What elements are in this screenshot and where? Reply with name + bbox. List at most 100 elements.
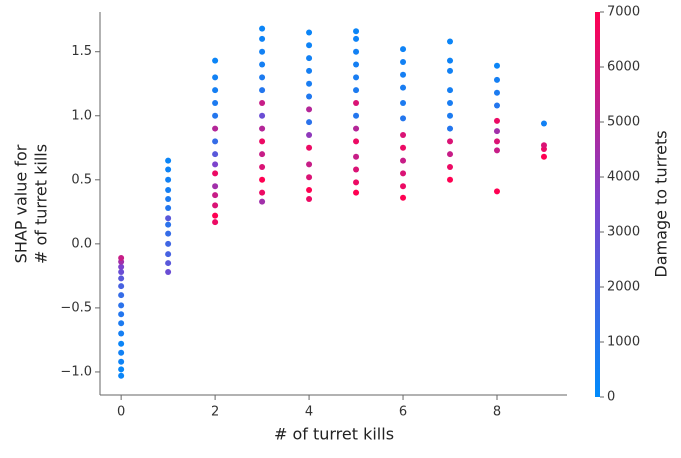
colorbar-tick-label: 5000 bbox=[607, 115, 640, 130]
point bbox=[212, 138, 219, 145]
point bbox=[447, 138, 454, 145]
x-tick-label: 4 bbox=[305, 405, 313, 420]
point bbox=[306, 29, 313, 36]
point bbox=[400, 131, 407, 138]
x-tick-label: 6 bbox=[399, 405, 407, 420]
x-tick-label: 8 bbox=[493, 405, 501, 420]
y-axis-label: # of turret kills bbox=[32, 144, 51, 264]
colorbar-tick-label: 3000 bbox=[607, 225, 640, 240]
point bbox=[259, 112, 266, 119]
point bbox=[447, 38, 454, 45]
point bbox=[212, 151, 219, 158]
point bbox=[400, 183, 407, 190]
point bbox=[353, 166, 360, 173]
point bbox=[447, 57, 454, 64]
point bbox=[353, 35, 360, 42]
point bbox=[493, 138, 500, 145]
y-tick-label: −1.0 bbox=[60, 364, 92, 379]
point bbox=[400, 46, 407, 53]
point bbox=[259, 99, 266, 106]
point bbox=[118, 263, 125, 270]
point bbox=[353, 28, 360, 35]
point bbox=[306, 187, 313, 194]
point bbox=[353, 138, 360, 145]
point bbox=[306, 174, 313, 181]
point bbox=[353, 74, 360, 81]
colorbar-tick-label: 2000 bbox=[607, 280, 640, 295]
point bbox=[118, 340, 125, 347]
point bbox=[493, 128, 500, 135]
point bbox=[540, 142, 547, 149]
point bbox=[353, 112, 360, 119]
point bbox=[212, 125, 219, 132]
point bbox=[118, 311, 125, 318]
point bbox=[212, 99, 219, 106]
point bbox=[493, 89, 500, 96]
point bbox=[259, 125, 266, 132]
point bbox=[259, 48, 266, 55]
point bbox=[212, 212, 219, 219]
point bbox=[259, 198, 266, 205]
point bbox=[493, 76, 500, 83]
y-axis-label: SHAP value for bbox=[12, 144, 31, 263]
point bbox=[212, 74, 219, 81]
colorbar-tick-label: 7000 bbox=[607, 5, 640, 20]
point bbox=[306, 80, 313, 87]
point bbox=[540, 120, 547, 127]
point bbox=[447, 151, 454, 158]
point bbox=[447, 87, 454, 94]
y-tick-label: 0.5 bbox=[71, 172, 92, 187]
point bbox=[306, 161, 313, 168]
point bbox=[400, 84, 407, 91]
point bbox=[353, 48, 360, 55]
point bbox=[400, 170, 407, 177]
point bbox=[165, 221, 172, 228]
point bbox=[165, 176, 172, 183]
point bbox=[259, 61, 266, 68]
x-tick-label: 2 bbox=[211, 405, 219, 420]
point bbox=[306, 106, 313, 113]
point bbox=[400, 144, 407, 151]
point bbox=[353, 179, 360, 186]
point bbox=[447, 163, 454, 170]
point bbox=[118, 366, 125, 373]
point bbox=[212, 161, 219, 168]
point bbox=[306, 42, 313, 49]
point bbox=[493, 188, 500, 195]
point bbox=[118, 275, 125, 282]
point bbox=[259, 25, 266, 32]
point bbox=[165, 196, 172, 203]
point bbox=[165, 230, 172, 237]
point bbox=[259, 138, 266, 145]
point bbox=[306, 93, 313, 100]
point bbox=[493, 117, 500, 124]
point bbox=[212, 202, 219, 209]
point bbox=[118, 254, 125, 261]
y-tick-label: −0.5 bbox=[60, 300, 92, 315]
point bbox=[447, 67, 454, 74]
point bbox=[165, 166, 172, 173]
point bbox=[259, 176, 266, 183]
point bbox=[400, 71, 407, 78]
point bbox=[212, 192, 219, 199]
point bbox=[400, 99, 407, 106]
point bbox=[212, 170, 219, 177]
point bbox=[165, 260, 172, 267]
point bbox=[353, 189, 360, 196]
x-tick-label: 0 bbox=[117, 405, 125, 420]
point bbox=[118, 330, 125, 337]
point bbox=[165, 187, 172, 194]
point bbox=[306, 55, 313, 62]
point bbox=[212, 183, 219, 190]
colorbar-tick-label: 6000 bbox=[607, 60, 640, 75]
point bbox=[493, 102, 500, 109]
point bbox=[447, 112, 454, 119]
point bbox=[306, 144, 313, 151]
point bbox=[540, 153, 547, 160]
point bbox=[212, 112, 219, 119]
point bbox=[259, 87, 266, 94]
y-tick-label: 1.5 bbox=[71, 44, 92, 59]
colorbar-tick-label: 4000 bbox=[607, 170, 640, 185]
point bbox=[447, 99, 454, 106]
